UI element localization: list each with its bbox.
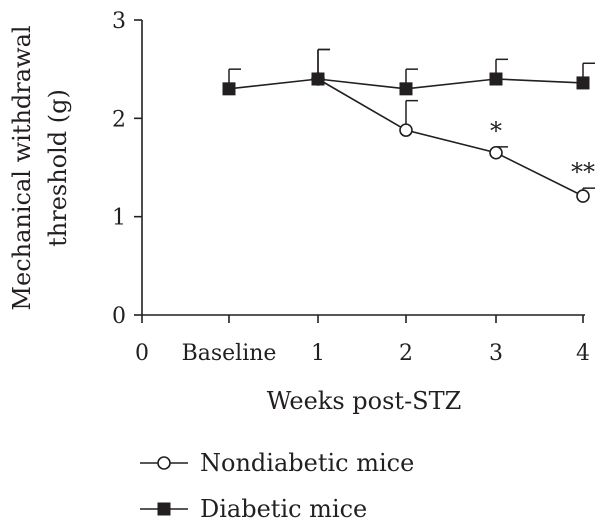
y-tick-label: 0 [112,304,126,329]
x-tick-label: 2 [399,341,413,366]
legend-item: Nondiabetic mice [140,449,414,477]
series-0 [311,48,595,203]
x-tick-label: 1 [311,341,325,366]
y-axis-label-line-1: Mechanical withdrawal [8,25,36,310]
data-point [399,123,413,137]
x-tick-label: Baseline [182,341,277,366]
significance-marker: ** [571,158,595,186]
y-axis-ticks: 0 1 2 3 [112,9,142,329]
x-axis-label: Weeks post-STZ [267,387,462,415]
legend: Nondiabetic mice Diabetic mice [140,449,414,523]
y-tick-label: 3 [112,9,126,34]
y-tick-label: 1 [112,206,126,231]
legend-item: Diabetic mice [140,495,367,523]
y-axis-label-line-2: threshold (g) [44,89,72,247]
legend-label: Diabetic mice [200,495,367,523]
data-point [311,72,325,86]
series-1 [222,48,595,96]
axes [141,20,585,316]
data-point [489,145,503,160]
significance-marker: * [490,117,502,145]
data-point [576,76,590,90]
series-layer [222,48,595,203]
x-tick-label: 3 [489,341,503,366]
legend-label: Nondiabetic mice [200,449,414,477]
annotations: *** [490,117,595,186]
x-axis-ticks: 0 Baseline 1 2 3 4 [135,315,590,366]
legend-marker [157,456,171,470]
data-point [576,189,590,203]
y-tick-label: 2 [112,107,126,132]
data-point [489,72,503,86]
x-tick-label: 4 [576,341,590,366]
data-point [222,82,236,96]
data-point [399,82,413,96]
x-tick-label: 0 [135,341,149,366]
legend-marker [157,502,171,516]
series-line [317,78,584,197]
